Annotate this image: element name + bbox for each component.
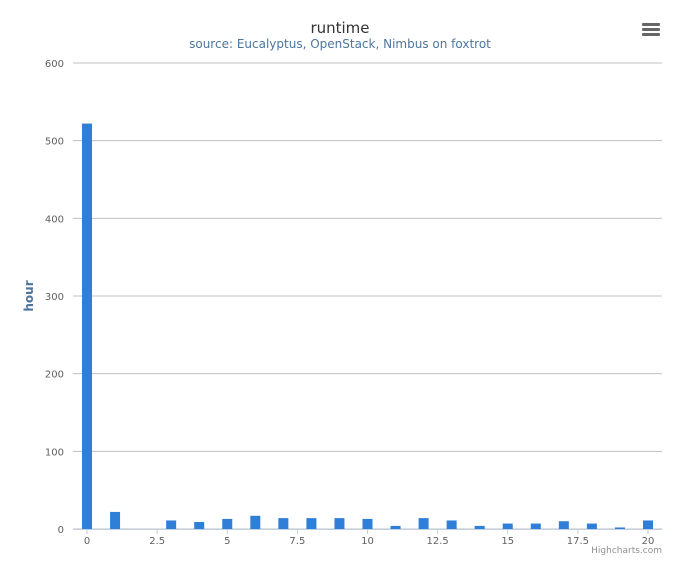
bar[interactable] — [166, 520, 177, 529]
chart-subtitle: source: Eucalyptus, OpenStack, Nimbus on… — [189, 37, 491, 51]
y-axis-labels: 0 100 200 300 400 500 600 — [45, 59, 64, 536]
bar[interactable] — [446, 520, 457, 529]
bar-series — [82, 123, 653, 529]
y-tick-label: 500 — [45, 137, 64, 148]
y-tick-label: 200 — [45, 370, 64, 381]
bar[interactable] — [334, 518, 345, 529]
bar[interactable] — [418, 518, 429, 529]
bar[interactable] — [474, 525, 485, 529]
hamburger-menu-icon[interactable] — [638, 18, 664, 40]
y-tick-label: 400 — [45, 214, 64, 225]
bar[interactable] — [82, 123, 93, 529]
bar[interactable] — [278, 518, 289, 529]
y-axis-title: hour — [22, 280, 36, 311]
bar[interactable] — [222, 518, 233, 529]
bar[interactable] — [558, 521, 569, 529]
x-tick-label: 5 — [224, 536, 230, 547]
bar[interactable] — [390, 525, 401, 529]
bar[interactable] — [614, 527, 625, 529]
x-axis-labels: 0 2.5 5 7.5 10 12.5 15 17.5 20 — [84, 529, 655, 547]
bar[interactable] — [194, 522, 205, 529]
y-tick-label: 100 — [45, 447, 64, 458]
chart-title: runtime — [310, 19, 369, 37]
credits-link[interactable]: Highcharts.com — [591, 546, 662, 556]
x-tick-label: 17.5 — [567, 536, 589, 547]
x-tick-label: 15 — [501, 536, 514, 547]
bar[interactable] — [642, 520, 653, 529]
x-tick-label: 10 — [361, 536, 374, 547]
y-tick-label: 300 — [45, 292, 64, 303]
bar[interactable] — [110, 511, 121, 529]
bar[interactable] — [530, 523, 541, 529]
x-tick-label: 20 — [642, 536, 655, 547]
bar[interactable] — [306, 518, 317, 529]
bar[interactable] — [250, 515, 261, 529]
bar[interactable] — [502, 523, 513, 529]
x-tick-label: 12.5 — [426, 536, 448, 547]
y-tick-label: 0 — [58, 525, 64, 536]
y-tick-label: 600 — [45, 59, 64, 70]
x-tick-label: 2.5 — [149, 536, 165, 547]
bar[interactable] — [362, 518, 373, 529]
bar[interactable] — [586, 523, 597, 529]
grid-lines — [73, 62, 662, 530]
x-tick-label: 7.5 — [289, 536, 305, 547]
x-tick-label: 0 — [84, 536, 90, 547]
